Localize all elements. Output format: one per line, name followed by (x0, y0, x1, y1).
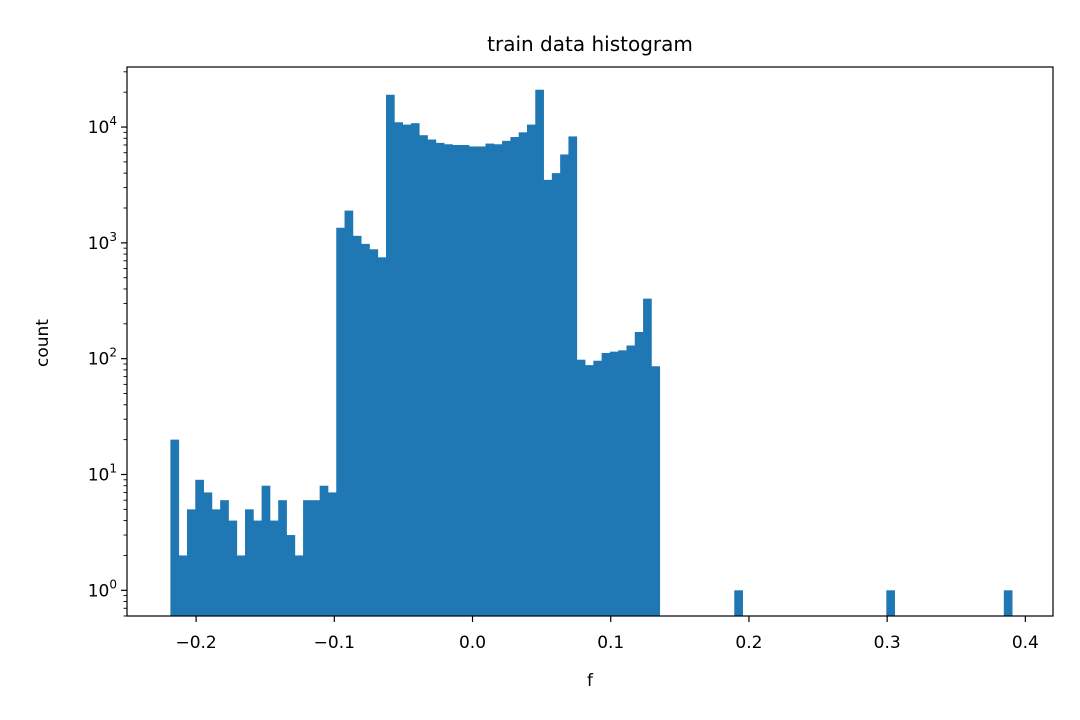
x-axis: −0.2 −0.1 0.0 0.1 0.2 0.3 0.4 (175, 616, 1039, 653)
histogram-bar (278, 500, 287, 616)
histogram-bar (651, 366, 661, 616)
x-axis-label: f (587, 671, 594, 691)
histogram-bar (294, 555, 304, 616)
histogram-bar (195, 479, 204, 616)
histogram-bar (551, 173, 561, 616)
x-tick-label: −0.2 (175, 633, 216, 653)
histogram-bar (493, 144, 503, 616)
histogram-bar (253, 520, 263, 616)
histogram-bar (286, 535, 296, 616)
x-tick-label: −0.1 (314, 633, 355, 653)
histogram-bar (419, 135, 428, 617)
chart-title: train data histogram (487, 32, 693, 56)
histogram-bar (369, 249, 379, 617)
histogram-bar (452, 144, 462, 617)
histogram-bar (502, 140, 511, 616)
histogram-bar (386, 94, 395, 616)
histogram-bar (593, 360, 603, 616)
x-tick-label: 0.0 (459, 633, 486, 653)
histogram-bar (228, 520, 238, 616)
y-axis-label: count (33, 319, 53, 367)
x-tick-label: 0.4 (1012, 633, 1039, 653)
histogram-bar (170, 439, 180, 616)
y-tick-label: 101 (88, 461, 117, 485)
histogram-bar (543, 179, 553, 616)
histogram-bar (886, 590, 896, 616)
histogram-bar (626, 345, 636, 616)
histogram-bar (510, 137, 520, 616)
histogram-bar (402, 124, 412, 616)
histogram-bar (634, 331, 644, 616)
histogram-bar (601, 352, 611, 616)
histogram-bar (485, 143, 495, 616)
histogram-bar (352, 235, 362, 616)
x-tick-label: 0.3 (874, 633, 901, 653)
histogram-bar (203, 492, 213, 616)
histogram-bar (535, 89, 544, 617)
histogram-bar (468, 146, 478, 616)
plot-frame (126, 66, 1054, 617)
histogram-bar (427, 139, 437, 617)
histogram-bar (311, 500, 321, 616)
histogram-bars (170, 89, 1013, 617)
histogram-bar (336, 227, 345, 616)
histogram-bar (178, 555, 188, 616)
histogram-bar (585, 365, 594, 616)
histogram-bar (410, 123, 420, 617)
x-tick-label: 0.1 (597, 633, 624, 653)
histogram-bar (518, 132, 528, 616)
y-tick-label: 104 (88, 114, 117, 138)
histogram-bar (609, 351, 619, 616)
histogram-bar (618, 350, 627, 616)
histogram-bar (477, 146, 486, 616)
histogram-bar (186, 509, 196, 616)
histogram-bar (643, 298, 652, 616)
y-axis: 100 101 102 103 104 (88, 71, 127, 617)
y-tick-label: 100 (88, 577, 117, 601)
histogram-bar (734, 590, 743, 616)
x-tick-label: 0.2 (735, 633, 762, 653)
histogram-bar (394, 122, 403, 616)
histogram-bar (560, 154, 569, 616)
histogram-bar (568, 136, 578, 617)
histogram-bar (220, 500, 229, 616)
histogram-bar (327, 492, 337, 616)
histogram-bar (303, 500, 312, 616)
histogram-bar (444, 144, 453, 616)
histogram-bar (319, 485, 329, 616)
y-tick-label: 103 (88, 230, 117, 254)
histogram-bar (236, 555, 246, 616)
histogram-bar (269, 520, 279, 616)
histogram-bar (460, 144, 470, 617)
histogram-bar (526, 124, 536, 616)
histogram-bar (435, 142, 445, 616)
histogram-bar (576, 359, 586, 616)
histogram-bar (1003, 590, 1013, 616)
y-tick-label: 102 (88, 346, 117, 370)
histogram-bar (211, 509, 221, 616)
histogram-bar (361, 243, 370, 616)
histogram-bar (344, 210, 354, 616)
histogram-bar (377, 257, 387, 616)
histogram-bar (261, 485, 271, 616)
histogram-bar (245, 509, 254, 616)
